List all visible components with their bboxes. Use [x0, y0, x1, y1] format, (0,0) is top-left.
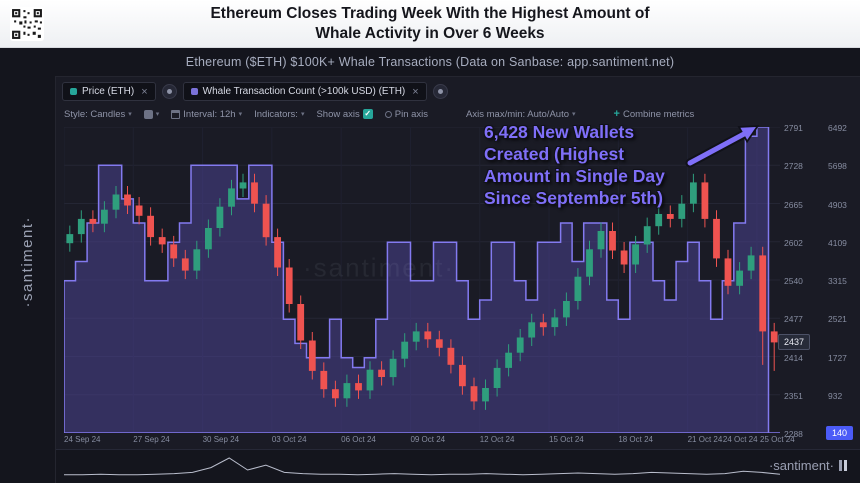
pin-icon [384, 110, 392, 118]
price-axis-tick: 2288 [784, 429, 803, 439]
chevron-down-icon: ▾ [300, 111, 305, 118]
footer-brand-text: ·santiment· [768, 458, 834, 473]
timeline-strip[interactable]: ·santiment· [56, 449, 860, 483]
count-axis-tick: 6492 [828, 123, 847, 133]
qr-code-icon [10, 7, 44, 41]
count-axis-tick: 932 [828, 390, 843, 401]
date-axis-tick: 12 Oct 24 [479, 435, 515, 444]
metric-chip-whale-label: Whale Transaction Count (>100k USD) (ETH… [202, 86, 406, 97]
annotation-line: 6,428 New Wallets [484, 122, 635, 142]
count-axis-tick: 1727 [828, 352, 847, 363]
axis-maxmin-label: Axis max/min: Auto/Auto [466, 108, 569, 120]
price-axis-tick: 2351 [784, 390, 803, 401]
pin-axis-label: Pin axis [394, 108, 429, 120]
metric-chip-price-label: Price (ETH) [82, 86, 135, 97]
metric-chip-whale-tx[interactable]: Whale Transaction Count (>100k USD) (ETH… [182, 82, 427, 101]
date-axis-tick: 03 Oct 24 [271, 435, 307, 444]
axis-maxmin-selector[interactable]: Axis max/min: Auto/Auto ▾ [466, 109, 575, 120]
date-axis-tick: 18 Oct 24 [618, 435, 653, 444]
style-selector[interactable]: Style: Candles ▾ [64, 109, 132, 120]
combine-metrics-label: Combine metrics [622, 108, 695, 120]
count-axis-tick: 4109 [828, 237, 847, 248]
date-axis-tick: 09 Oct 24 [410, 435, 446, 444]
price-axis-tick: 2665 [784, 199, 803, 210]
date-axis-tick: 21 Oct 24 [687, 435, 723, 444]
metric-chips-row: Price (ETH) × Whale Transaction Count (>… [62, 82, 448, 101]
whale-metric-color-dot [190, 88, 198, 95]
annotation-text: 6,428 New Wallets Created (Highest Amoun… [484, 121, 734, 209]
show-axis-label: Show axis [316, 108, 360, 120]
metric-chip-price[interactable]: Price (ETH) × [62, 82, 156, 101]
date-axis-tick: 24 Sep 24 [64, 435, 101, 444]
page-title: Ethereum Closes Trading Week With the Hi… [210, 4, 649, 44]
date-axis-tick: 27 Sep 24 [133, 435, 170, 444]
chart-toolbar: Style: Candles ▾ ▾ Interval: 12h ▾ Indic… [64, 108, 694, 120]
footer-brand: ·santiment· [769, 458, 847, 473]
checkbox-checked-icon[interactable]: ✓ [362, 109, 373, 119]
price-axis-tick: 2540 [784, 276, 803, 286]
close-icon[interactable]: × [412, 85, 419, 98]
interval-selector[interactable]: Interval: 12h ▾ [171, 109, 242, 120]
chart-panel: Price (ETH) × Whale Transaction Count (>… [55, 76, 860, 483]
combine-metrics-button[interactable]: + Combine metrics [614, 108, 695, 120]
date-axis-tick: 24 Oct 24 [722, 435, 758, 444]
title-line-1: Ethereum Closes Trading Week With the Hi… [210, 4, 650, 22]
current-price-badge: 2437 [778, 334, 811, 350]
title-line-2: Whale Activity in Over 6 Weeks [315, 24, 545, 42]
header: Ethereum Closes Trading Week With the Hi… [0, 0, 860, 48]
chevron-down-icon: ▾ [155, 111, 160, 118]
price-metric-color-dot [70, 88, 77, 95]
color-swatch-selector[interactable]: ▾ [143, 109, 160, 119]
metric-settings-icon[interactable] [432, 84, 448, 99]
close-icon[interactable]: × [141, 85, 148, 98]
swatch-icon [143, 109, 153, 119]
indicators-selector[interactable]: Indicators: ▾ [254, 109, 304, 120]
count-axis-tick: 5698 [828, 161, 847, 172]
current-count-badge: 140 [826, 426, 854, 440]
annotation-arrow [685, 125, 760, 168]
date-axis[interactable]: 24 Sep 24 27 Sep 24 30 Sep 24 03 Oct 24 06 O… [64, 435, 816, 447]
date-axis-tick: 30 Sep 24 [202, 435, 240, 444]
metric-settings-icon[interactable] [161, 84, 177, 99]
chart-subtitle: Ethereum ($ETH) $100K+ Whale Transaction… [185, 55, 675, 69]
price-axis-tick: 2728 [784, 161, 803, 172]
style-label: Style: Candles [64, 108, 126, 120]
date-axis-tick: 25 Oct 24 [760, 435, 795, 444]
left-sidebar: ·santiment· [0, 76, 55, 448]
date-axis-tick: 06 Oct 24 [341, 435, 376, 444]
whale-count-axis[interactable]: 6492 5698 4903 4109 3315 2521 1727 932 140 [828, 123, 860, 439]
check-icon: ✓ [364, 109, 372, 118]
price-axis-tick: 2791 [784, 123, 803, 133]
price-axis-tick: 2602 [784, 237, 803, 248]
plus-icon: + [613, 108, 620, 120]
chart-plot-area[interactable]: ·santiment· 6,428 New Wallets Created (H… [63, 122, 780, 434]
calendar-icon [171, 109, 181, 119]
annotation-line: Amount in Single Day [484, 166, 665, 186]
show-axis-toggle[interactable]: Show axis ✓ [316, 108, 373, 120]
date-axis-tick: 15 Oct 24 [549, 435, 584, 444]
count-axis-tick: 3315 [828, 276, 847, 286]
price-axis-tick: 2477 [784, 314, 803, 325]
chevron-down-icon: ▾ [572, 111, 576, 118]
santiment-logo-bars-icon [839, 460, 847, 471]
count-axis-tick: 4903 [828, 199, 847, 210]
annotation-line: Created (Highest [484, 144, 625, 164]
timeline-sparkline[interactable] [64, 454, 780, 478]
sidebar-brand: ·santiment· [19, 216, 36, 308]
chevron-down-icon: ▾ [238, 111, 243, 118]
indicators-label: Indicators: [254, 108, 298, 120]
interval-label: Interval: 12h [183, 108, 236, 120]
pin-axis-button[interactable]: Pin axis [384, 108, 429, 120]
count-axis-tick: 2521 [828, 314, 847, 325]
price-axis-tick: 2414 [784, 352, 803, 363]
price-axis[interactable]: 2791 2728 2665 2602 2540 2477 2414 2351 2288 [784, 123, 818, 439]
annotation-line: Since September 5th) [484, 188, 663, 208]
chevron-down-icon: ▾ [128, 111, 132, 118]
